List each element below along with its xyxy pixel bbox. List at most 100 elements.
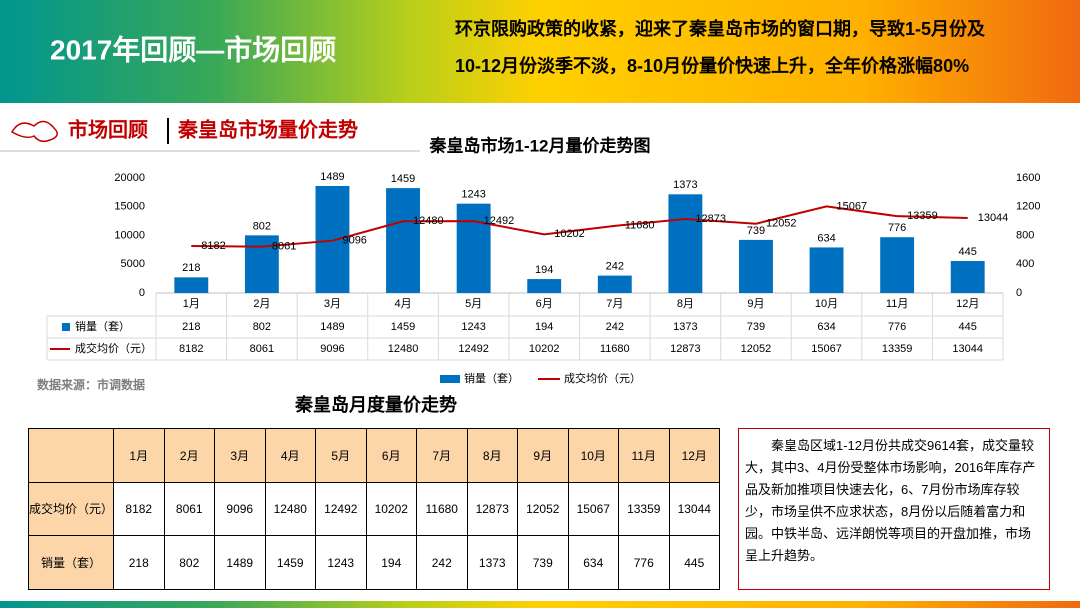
y-tick-label: 15000	[114, 201, 145, 213]
legend-label: 成交均价（元）	[564, 371, 641, 385]
cell: 12492	[315, 481, 367, 537]
table-cell: 12052	[741, 343, 772, 355]
source: 数据来源：市调数据	[37, 377, 145, 392]
row-label: 成交均价（元）	[28, 481, 114, 537]
cell: 15067	[567, 481, 619, 537]
cell: 10202	[365, 481, 417, 537]
data-label: 445	[959, 246, 977, 258]
y-tick-label: 5000	[121, 258, 145, 270]
legend-key	[62, 323, 70, 331]
table-cell: 12492	[458, 343, 489, 355]
table-cell: 8182	[179, 343, 203, 355]
cell: 1243	[315, 535, 367, 590]
table-cell: 445	[959, 321, 977, 333]
y-tick-label: 20000	[114, 172, 145, 184]
header-cell: 7月	[416, 428, 468, 483]
cell: 11680	[416, 481, 468, 537]
bar	[527, 279, 562, 293]
table-cell: 1459	[391, 321, 415, 333]
header-cell: 3月	[214, 428, 266, 483]
row-label: 销量（套）	[75, 319, 130, 333]
bar	[386, 188, 420, 293]
cell: 802	[163, 535, 215, 590]
header-cell: 10月	[567, 428, 619, 483]
bar	[174, 277, 209, 293]
table-cell: 12480	[388, 343, 419, 355]
cell: 12480	[264, 481, 316, 537]
x-tick-label: 10月	[815, 298, 838, 310]
header-cell: 8月	[466, 428, 518, 483]
data-label: 12052	[766, 218, 797, 230]
cell: 8182	[113, 481, 165, 537]
y2-tick-label: 400	[1016, 258, 1034, 270]
table-cell: 12873	[670, 343, 701, 355]
row: 成交均价（元） 8182 8061 9096 12480 12492 10202 11680 1…	[28, 481, 720, 537]
table-cell: 1243	[461, 321, 485, 333]
bar	[597, 275, 632, 293]
cell: 1373	[466, 535, 518, 590]
data-label: 1243	[461, 189, 485, 201]
cell: 634	[567, 535, 619, 590]
bar	[809, 247, 844, 293]
table-cell: 776	[888, 321, 906, 333]
data-label: 13359	[907, 210, 938, 222]
x-tick-label: 8月	[677, 298, 694, 310]
summary-line: 10-12月份淡季不淡，8-10月份量价快速上升，全年价格涨幅80%	[455, 55, 969, 76]
cell: 445	[668, 535, 720, 590]
y2-tick-label: 800	[1016, 229, 1034, 241]
data-label: 776	[888, 222, 906, 234]
header-cell: 6月	[365, 428, 417, 483]
table-cell: 1373	[673, 321, 697, 333]
x-tick-label: 3月	[324, 298, 341, 310]
data-label: 218	[182, 262, 200, 274]
summary-line: 环京限购政策的收紧，迎来了秦皇岛市场的窗口期，导致1-5月份及	[455, 18, 986, 39]
row-label: 销量（套）	[28, 535, 114, 590]
cell: 194	[365, 535, 417, 590]
header-cell: 2月	[163, 428, 215, 483]
y-tick-label: 10000	[114, 229, 145, 241]
data-label: 1373	[673, 179, 697, 191]
data-label: 739	[747, 225, 765, 237]
y2-tick-label: 1200	[1016, 201, 1040, 213]
corner-cell	[28, 428, 114, 483]
data-label: 1489	[320, 171, 344, 183]
cell: 8061	[163, 481, 215, 537]
table-cell: 11680	[600, 343, 630, 355]
table-cell: 13044	[952, 343, 983, 355]
x-tick-label: 7月	[606, 298, 623, 310]
table-cell: 1489	[320, 321, 344, 333]
cell: 12873	[466, 481, 518, 537]
x-tick-label: 6月	[536, 298, 553, 310]
table-cell: 739	[747, 321, 765, 333]
section-label: 市场回顾	[68, 117, 148, 141]
data-label: 1459	[391, 173, 415, 185]
cell: 1489	[214, 535, 266, 590]
data-label: 194	[535, 264, 553, 276]
header-cell: 1月	[113, 428, 165, 483]
header-cell: 4月	[264, 428, 316, 483]
cell: 218	[113, 535, 165, 590]
data-label: 10202	[554, 228, 585, 240]
section-title: 秦皇岛市场量价走势	[177, 117, 358, 141]
header-cell: 12月	[668, 428, 720, 483]
data-label: 12873	[695, 213, 726, 225]
x-tick-label: 4月	[394, 298, 411, 310]
header-cell: 11月	[618, 428, 670, 483]
table-cell: 9096	[320, 343, 344, 355]
header-cell: 9月	[517, 428, 569, 483]
chart-title: 秦皇岛市场1-12月量价走势图	[429, 135, 650, 155]
data-label: 12492	[484, 215, 515, 227]
row: 销量（套） 218 802 1489 1459 1243 194 242 1373 739 634 7…	[28, 535, 720, 590]
x-tick-label: 2月	[253, 298, 270, 310]
x-tick-label: 11月	[886, 298, 908, 310]
cell: 242	[416, 535, 468, 590]
legend-label: 销量（套）	[464, 371, 519, 385]
header-cell: 5月	[315, 428, 367, 483]
x-tick-label: 5月	[465, 298, 482, 310]
footer-band	[0, 601, 1080, 608]
data-label: 13044	[978, 212, 1009, 224]
row-label: 成交均价（元）	[75, 341, 152, 355]
table-cell: 15067	[811, 343, 842, 355]
cell: 13359	[618, 481, 670, 537]
note: 秦皇岛区域1-12月份共成交9614套，成交量较大，其中3、4月份受整体市场影响…	[738, 428, 1050, 590]
